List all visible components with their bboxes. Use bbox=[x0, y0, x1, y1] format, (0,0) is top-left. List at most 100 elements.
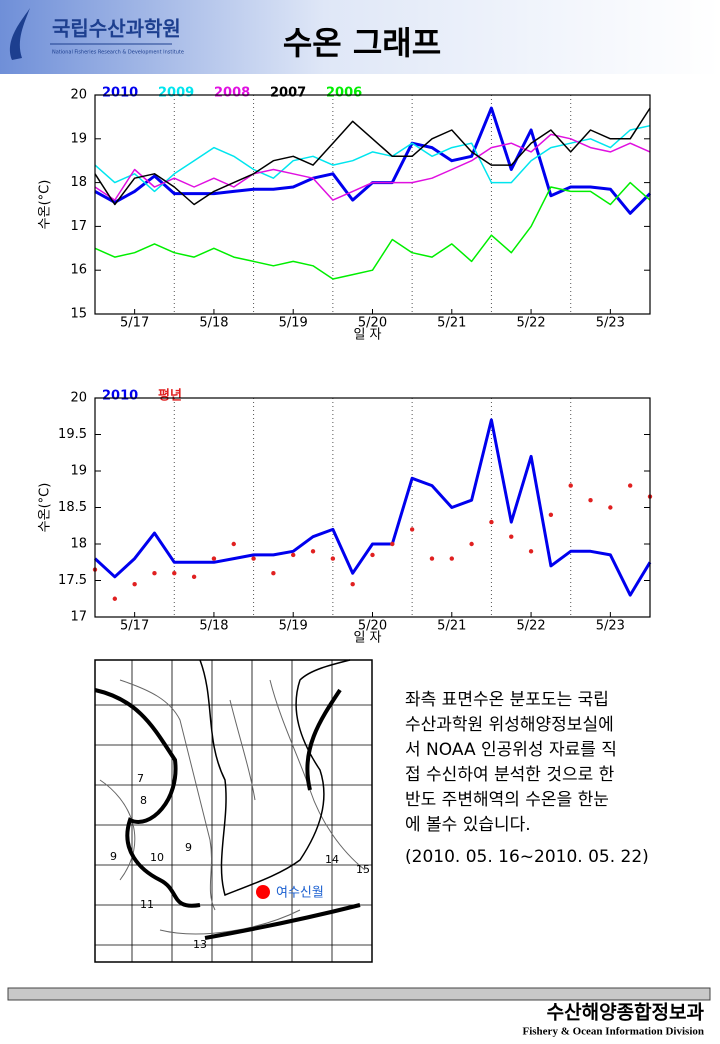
plot-frame bbox=[94, 397, 651, 618]
y-tick-label: 20 bbox=[70, 391, 87, 406]
y-tick-label: 18 bbox=[70, 537, 87, 552]
org-name: 국립수산과학원 bbox=[52, 17, 181, 41]
data-point bbox=[390, 541, 395, 547]
series-line bbox=[93, 418, 652, 597]
x-tick-label: 5/22 bbox=[516, 316, 545, 331]
data-point bbox=[330, 556, 336, 561]
map-label: 7 bbox=[137, 772, 144, 785]
map-label: 9 bbox=[110, 850, 117, 863]
y-tick-label: 20 bbox=[70, 88, 87, 103]
data-point bbox=[291, 552, 296, 558]
map-label: 8 bbox=[140, 794, 147, 807]
y-tick-label: 18.5 bbox=[58, 500, 87, 515]
plot-area bbox=[95, 398, 650, 617]
series-line bbox=[94, 107, 651, 206]
series-line bbox=[94, 181, 651, 280]
data-point bbox=[251, 556, 256, 561]
data-point bbox=[112, 596, 118, 601]
data-point bbox=[608, 505, 613, 510]
data-point bbox=[350, 581, 355, 587]
data-point bbox=[627, 483, 633, 488]
data-point bbox=[310, 549, 316, 554]
map-label: 9 bbox=[185, 841, 192, 854]
y-tick-label: 16 bbox=[70, 263, 87, 278]
x-tick-label: 5/21 bbox=[437, 316, 466, 331]
description-line: 반도 주변해역의 수온을 한눈 bbox=[405, 790, 609, 810]
station-label: 여수신월 bbox=[276, 886, 324, 901]
description-line: 수산과학원 위성해양정보실에 bbox=[405, 715, 614, 735]
data-point bbox=[449, 556, 454, 561]
x-tick-label: 5/23 bbox=[596, 619, 625, 634]
logo-mark bbox=[9, 8, 31, 60]
station-marker bbox=[256, 885, 270, 899]
front-line bbox=[94, 688, 361, 940]
legend-entry: 2006 bbox=[326, 86, 362, 101]
legend-entry: 2010 bbox=[102, 389, 138, 404]
description-line: 서 NOAA 인공위성 자료를 직 bbox=[405, 740, 617, 760]
footer-bar bbox=[7, 987, 711, 1001]
y-axis-label: 수온(°C) bbox=[38, 180, 53, 230]
y-tick-label: 19 bbox=[70, 131, 87, 146]
map-label: 11 bbox=[140, 898, 154, 911]
description-line: 좌측 표면수온 분포도는 국립 bbox=[405, 690, 609, 710]
header-bar bbox=[0, 0, 720, 74]
description-line: 접 수신하여 분석한 것으로 한 bbox=[405, 765, 615, 785]
y-tick-label: 18 bbox=[70, 175, 87, 190]
y-axis-label: 수온(°C) bbox=[38, 483, 53, 533]
x-tick-label: 5/22 bbox=[516, 619, 545, 634]
data-point bbox=[172, 571, 177, 576]
data-point bbox=[489, 519, 494, 525]
data-point bbox=[568, 483, 573, 488]
y-tick-label: 19.5 bbox=[58, 427, 87, 442]
x-tick-label: 5/19 bbox=[279, 619, 308, 634]
legend-entry: 2008 bbox=[214, 86, 250, 101]
data-point bbox=[429, 556, 435, 561]
coastline bbox=[199, 659, 351, 897]
data-point bbox=[231, 541, 236, 547]
y-tick-label: 17 bbox=[70, 610, 87, 625]
map: 7 8 9 10 9 11 13 14 15 여수신월 bbox=[94, 659, 373, 963]
x-tick-label: 5/23 bbox=[596, 316, 625, 331]
map-label: 14 bbox=[325, 853, 339, 866]
org-subtitle: National Fisheries Research & Developmen… bbox=[52, 50, 184, 56]
y-tick-label: 19 bbox=[70, 464, 87, 479]
y-tick-label: 17 bbox=[70, 219, 87, 234]
data-point bbox=[271, 571, 276, 576]
series-line bbox=[94, 133, 651, 201]
x-tick-label: 5/20 bbox=[358, 619, 387, 634]
y-tick-label: 17.5 bbox=[58, 573, 87, 588]
x-tick-label: 5/18 bbox=[199, 316, 228, 331]
plot-frame bbox=[94, 94, 651, 315]
division-ko: 수산해양종합정보과 bbox=[547, 1002, 705, 1024]
map-label: 15 bbox=[356, 863, 370, 876]
data-point bbox=[191, 574, 197, 580]
legend-entry: 2007 bbox=[270, 86, 306, 101]
data-point bbox=[528, 549, 534, 554]
data-point bbox=[469, 541, 474, 547]
data-point bbox=[211, 556, 217, 561]
data-point bbox=[548, 512, 554, 517]
data-point bbox=[370, 552, 375, 558]
map-grid bbox=[95, 660, 372, 962]
series-line bbox=[94, 124, 651, 193]
legend-entry: 2010 bbox=[102, 86, 138, 101]
page-title: 수온 그래프 bbox=[283, 24, 441, 62]
x-tick-label: 5/17 bbox=[120, 619, 149, 634]
data-point bbox=[132, 581, 137, 587]
data-point bbox=[588, 498, 593, 503]
legend-entry: 평년 bbox=[158, 388, 182, 404]
x-tick-label: 5/20 bbox=[358, 316, 387, 331]
map-label: 10 bbox=[150, 851, 164, 864]
x-axis-label: 일 자 bbox=[353, 328, 381, 343]
data-point bbox=[509, 534, 514, 539]
period: (2010. 05. 16~2010. 05. 22) bbox=[405, 847, 649, 867]
data-point bbox=[152, 571, 157, 576]
y-tick-label: 15 bbox=[70, 307, 87, 322]
description: 좌측 표면수온 분포도는 국립 수산과학원 위성해양정보실에 서 NOAA 인공… bbox=[405, 690, 649, 867]
division-en: Fishery & Ocean Information Division bbox=[523, 1026, 705, 1038]
x-tick-label: 5/19 bbox=[279, 316, 308, 331]
data-point bbox=[409, 527, 415, 532]
x-tick-label: 5/18 bbox=[199, 619, 228, 634]
description-line: 에 볼수 있습니다. bbox=[405, 815, 531, 835]
